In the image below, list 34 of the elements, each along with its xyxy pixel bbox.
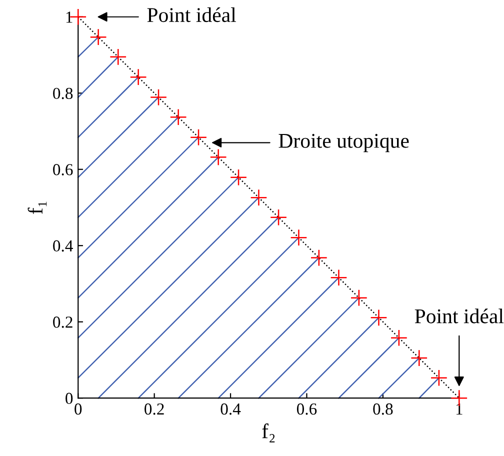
point [230, 168, 248, 186]
point [330, 269, 348, 286]
x-tick-label: 0.4 [220, 403, 241, 415]
annotation: Droite utopique [278, 134, 409, 152]
x-tick-label: 0.2 [144, 403, 164, 415]
point [130, 68, 147, 86]
annotation: Point idéal [147, 7, 236, 22]
point [310, 249, 328, 266]
annotation: Point idéal [414, 308, 504, 324]
y-tick-label: 0.8 [53, 88, 73, 100]
point [430, 369, 448, 386]
point [350, 289, 368, 306]
point [390, 329, 408, 346]
y-axis-title: f₁ [28, 202, 47, 214]
y-tick-label: 0.6 [53, 164, 73, 176]
point [190, 128, 208, 146]
point [90, 28, 107, 46]
point [250, 189, 268, 206]
y-tick-label: 0 [66, 392, 73, 404]
point [170, 108, 187, 126]
point [410, 350, 428, 367]
x-tick-label: 0.6 [296, 403, 317, 415]
point [210, 148, 227, 166]
point [110, 48, 127, 66]
y-tick-label: 0.2 [53, 316, 72, 328]
point [370, 309, 388, 326]
y-tick-label: 1 [66, 12, 72, 23]
point [150, 88, 168, 106]
x-tick-label: 0.8 [373, 403, 393, 415]
y-tick-label: 0.4 [53, 240, 73, 252]
point [290, 229, 308, 246]
point [270, 208, 288, 226]
x-tick-label: 0 [74, 403, 82, 415]
x-axis-title: f₂ [262, 423, 275, 442]
